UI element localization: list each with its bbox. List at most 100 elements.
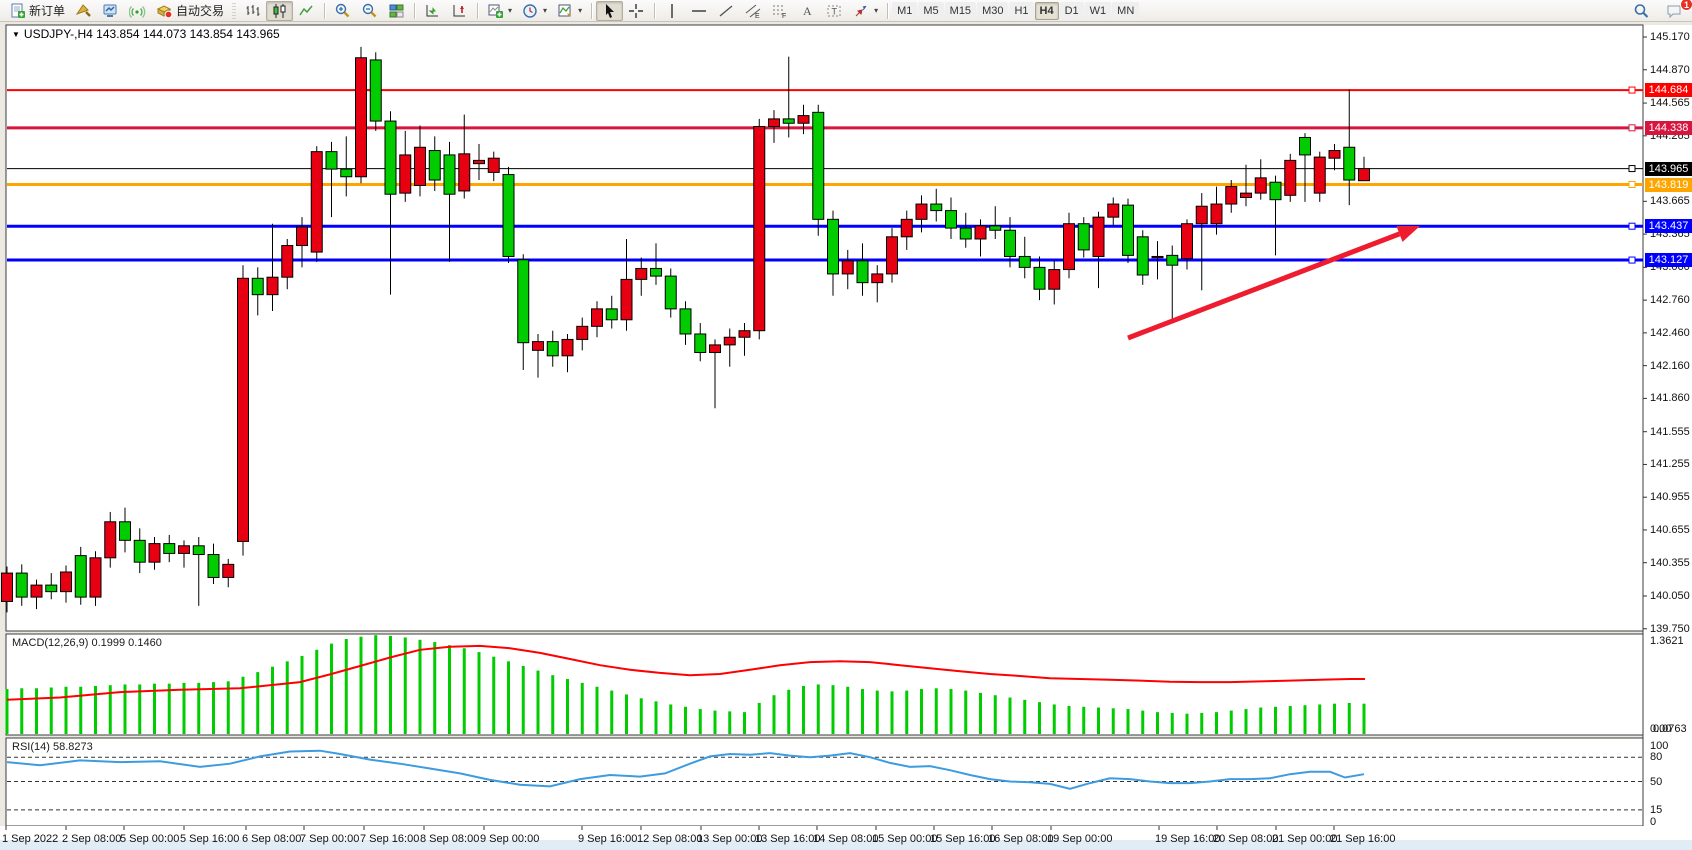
macd-histogram-bar (1347, 702, 1351, 734)
add-indicator-button[interactable]: ▾ (482, 1, 517, 21)
macd-histogram-bar (507, 661, 510, 734)
fibonacci-button[interactable]: F (767, 1, 794, 21)
trendline-button[interactable] (713, 1, 740, 21)
arrows-button[interactable]: ▾ (848, 1, 883, 21)
candle-body (856, 260, 869, 284)
candle-body (487, 157, 500, 173)
macd-histogram-bar (1038, 702, 1041, 734)
timeframe-m5[interactable]: M5 (918, 1, 944, 20)
candle-body (296, 226, 308, 247)
candle-body (30, 584, 43, 598)
text-icon: A (803, 4, 812, 18)
macd-histogram-bar (271, 666, 274, 734)
notifications-button[interactable]: 1 (1661, 0, 1692, 21)
text-label-button[interactable]: T (821, 1, 848, 21)
autotrade-icon (156, 4, 173, 18)
candlestick-button[interactable] (266, 0, 294, 21)
timeframe-m15[interactable]: M15 (944, 1, 977, 20)
svg-text:F: F (782, 13, 786, 19)
chart-shift-button[interactable] (446, 1, 473, 21)
search-button[interactable] (1628, 1, 1655, 21)
vertical-line-button[interactable] (659, 1, 686, 21)
candle-body (753, 126, 766, 332)
candle-body (679, 308, 692, 335)
line-chart-button[interactable] (293, 1, 320, 21)
new-order-button[interactable]: 新订单 (4, 1, 70, 21)
candle-body (1328, 150, 1341, 159)
macd-histogram-bar (315, 649, 319, 734)
equidistant-channel-icon: E (745, 4, 761, 19)
timeframe-mn[interactable]: MN (1112, 1, 1140, 20)
profile-button[interactable] (97, 1, 124, 21)
rsi-line (6, 749, 1365, 790)
autotrade-button[interactable]: 自动交易 (151, 1, 229, 21)
price-level-marker (1628, 124, 1636, 132)
candle-body (310, 151, 323, 253)
periods-button[interactable]: ▾ (517, 1, 552, 21)
candle-body (650, 267, 662, 277)
timeframe-h1[interactable]: H1 (1009, 1, 1034, 20)
timeframe-d1[interactable]: D1 (1059, 1, 1084, 20)
timeframe-m1[interactable]: M1 (892, 1, 918, 20)
crosshair-button[interactable] (623, 1, 650, 21)
timeframe-w1[interactable]: W1 (1084, 1, 1112, 20)
candle-body (1151, 255, 1164, 259)
macd-histogram-bar (993, 695, 997, 734)
macd-histogram-bar (698, 709, 702, 734)
zoom-in-button[interactable] (329, 1, 356, 21)
macd-histogram-bar (64, 686, 68, 734)
macd-histogram-bar (123, 684, 127, 734)
candle-body (45, 584, 58, 593)
timeframe-m30[interactable]: M30 (977, 1, 1009, 20)
candle-body (1048, 269, 1061, 290)
text-button[interactable]: A (794, 1, 821, 21)
candle-body (797, 115, 810, 124)
fibonacci-icon: F (773, 5, 786, 19)
candle-body (502, 174, 515, 257)
trendline-icon (719, 4, 733, 17)
candle-body (782, 118, 795, 124)
macd-histogram-bar (625, 694, 628, 734)
trowel-button[interactable] (70, 1, 97, 21)
signal-button[interactable] (124, 1, 151, 21)
macd-histogram-bar (580, 682, 584, 734)
candle-body (546, 341, 559, 357)
macd-histogram-bar (389, 635, 392, 734)
zoom-out-button[interactable] (356, 1, 383, 21)
candle-body (576, 325, 589, 340)
macd-histogram-bar (241, 676, 245, 734)
macd-histogram-bar (492, 656, 496, 734)
candle-body (458, 153, 471, 192)
tile-windows-button[interactable] (383, 1, 410, 21)
candle-body (192, 545, 205, 556)
signal-icon (129, 5, 146, 18)
macd-histogram-bar (861, 689, 864, 734)
price-chart-canvas[interactable] (0, 22, 1692, 850)
new-order-label: 新订单 (29, 4, 66, 18)
dropdown-caret-icon: ▾ (543, 6, 548, 15)
cursor-button[interactable] (596, 0, 624, 21)
toolbar-separator (887, 2, 889, 19)
candlestick-icon (273, 3, 286, 18)
candle-body (1018, 255, 1031, 268)
toolbar-separator (591, 2, 593, 19)
horizontal-line-button[interactable] (686, 1, 713, 21)
timeframe-h4[interactable]: H4 (1034, 1, 1059, 20)
price-level-marker (1628, 222, 1636, 230)
channel-button[interactable]: E (740, 1, 767, 21)
auto-scroll-button[interactable] (419, 1, 446, 21)
macd-histogram-bar (477, 652, 481, 734)
price-level-marker (1628, 86, 1636, 94)
macd-histogram-bar (831, 685, 835, 734)
candle-body (473, 159, 485, 165)
candle-body (959, 227, 972, 240)
candle-body (355, 57, 367, 178)
candle-body (207, 554, 220, 578)
tile-windows-icon (389, 4, 404, 17)
vertical-line-icon (671, 3, 673, 18)
templates-button[interactable]: ▾ (552, 1, 587, 21)
arrows-icon (855, 5, 867, 16)
bar-chart-button[interactable] (239, 1, 266, 21)
macd-histogram-bar (979, 692, 982, 734)
chevron-down-icon: ▼ (12, 29, 20, 39)
